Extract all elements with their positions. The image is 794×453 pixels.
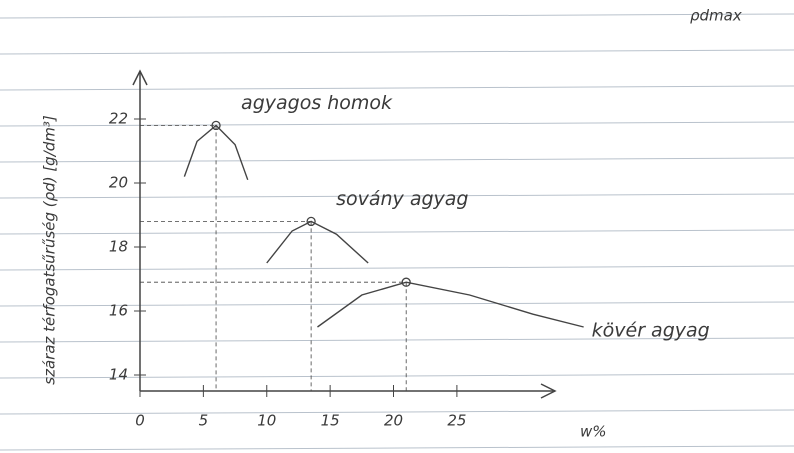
y-axis-label: száraz térfogatsűrűség (ρd) [g/dm³] (41, 115, 59, 385)
y-tick-label: 16 (109, 302, 128, 320)
lined-paper (0, 14, 794, 450)
x-tick-label: 10 (257, 412, 276, 430)
series-label: sovány agyag (336, 188, 468, 210)
series-label: kövér agyag (592, 320, 710, 342)
x-tick-label: 25 (447, 412, 466, 430)
chart: ρdmax w% száraz térfogatsűrűség (ρd) [g/… (0, 0, 794, 453)
corner-note: ρdmax (690, 7, 742, 25)
y-tick-label: 22 (109, 110, 128, 128)
x-tick-label: 0 (135, 412, 145, 430)
series-label: agyagos homok (241, 92, 393, 114)
y-tick-label: 14 (109, 366, 128, 384)
x-tick-label: 5 (199, 412, 209, 430)
y-tick-label: 20 (109, 174, 128, 192)
x-tick-label: 15 (321, 412, 340, 430)
data-line (267, 221, 368, 263)
x-axis-label: w% (580, 423, 607, 441)
x-tick-label: 20 (384, 412, 403, 430)
y-tick-label: 18 (109, 238, 128, 256)
